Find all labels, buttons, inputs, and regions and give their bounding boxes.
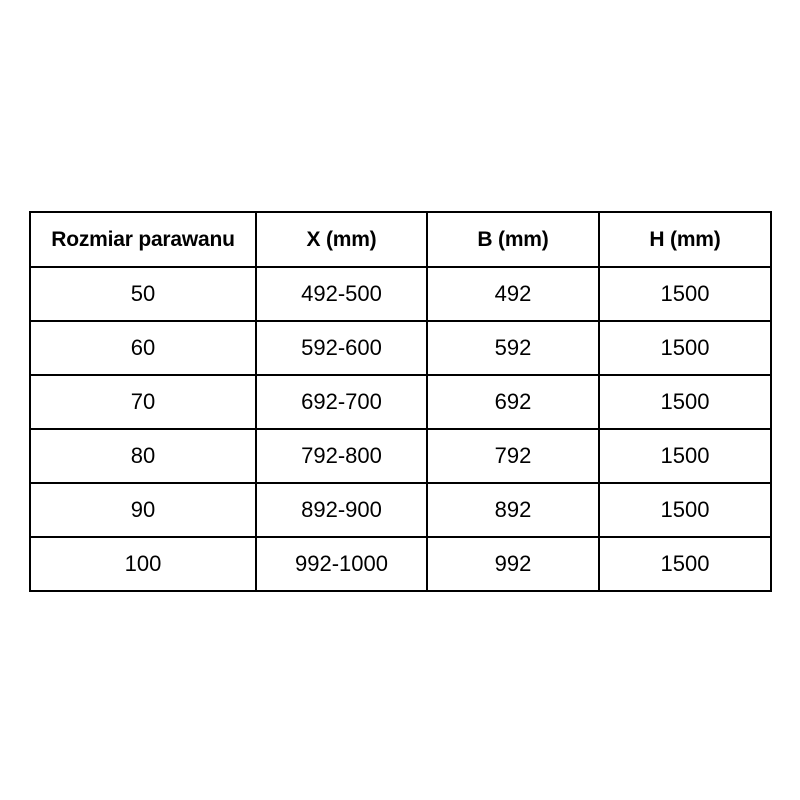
size-spec-table: Rozmiar parawanu X (mm) B (mm) H (mm) 50… bbox=[29, 211, 772, 592]
table-cell: 692 bbox=[426, 374, 600, 430]
table-cell: 1500 bbox=[598, 428, 772, 484]
table-cell: 992-1000 bbox=[255, 536, 428, 592]
table-cell: 992 bbox=[426, 536, 600, 592]
table-cell: 1500 bbox=[598, 536, 772, 592]
table-cell: 1500 bbox=[598, 374, 772, 430]
table-cell: 60 bbox=[29, 320, 257, 376]
table-cell: 892-900 bbox=[255, 482, 428, 538]
column-header-h-mm: H (mm) bbox=[598, 211, 772, 268]
table-cell: 80 bbox=[29, 428, 257, 484]
table-cell: 592 bbox=[426, 320, 600, 376]
table-cell: 892 bbox=[426, 482, 600, 538]
table-header-row: Rozmiar parawanu X (mm) B (mm) H (mm) bbox=[29, 211, 772, 268]
table-cell: 100 bbox=[29, 536, 257, 592]
table-row: 70 692-700 692 1500 bbox=[29, 374, 772, 430]
column-header-b-mm: B (mm) bbox=[426, 211, 600, 268]
table-cell: 70 bbox=[29, 374, 257, 430]
table-cell: 492 bbox=[426, 266, 600, 322]
table-cell: 1500 bbox=[598, 482, 772, 538]
table-cell: 1500 bbox=[598, 320, 772, 376]
column-header-rozmiar-parawanu: Rozmiar parawanu bbox=[29, 211, 257, 268]
table-cell: 792-800 bbox=[255, 428, 428, 484]
table-cell: 1500 bbox=[598, 266, 772, 322]
table-row: 100 992-1000 992 1500 bbox=[29, 536, 772, 592]
table-cell: 792 bbox=[426, 428, 600, 484]
table-row: 50 492-500 492 1500 bbox=[29, 266, 772, 322]
table-row: 80 792-800 792 1500 bbox=[29, 428, 772, 484]
table-row: 60 592-600 592 1500 bbox=[29, 320, 772, 376]
column-header-x-mm: X (mm) bbox=[255, 211, 428, 268]
table-row: 90 892-900 892 1500 bbox=[29, 482, 772, 538]
table-cell: 692-700 bbox=[255, 374, 428, 430]
table-cell: 492-500 bbox=[255, 266, 428, 322]
table-cell: 50 bbox=[29, 266, 257, 322]
table-cell: 90 bbox=[29, 482, 257, 538]
table-cell: 592-600 bbox=[255, 320, 428, 376]
